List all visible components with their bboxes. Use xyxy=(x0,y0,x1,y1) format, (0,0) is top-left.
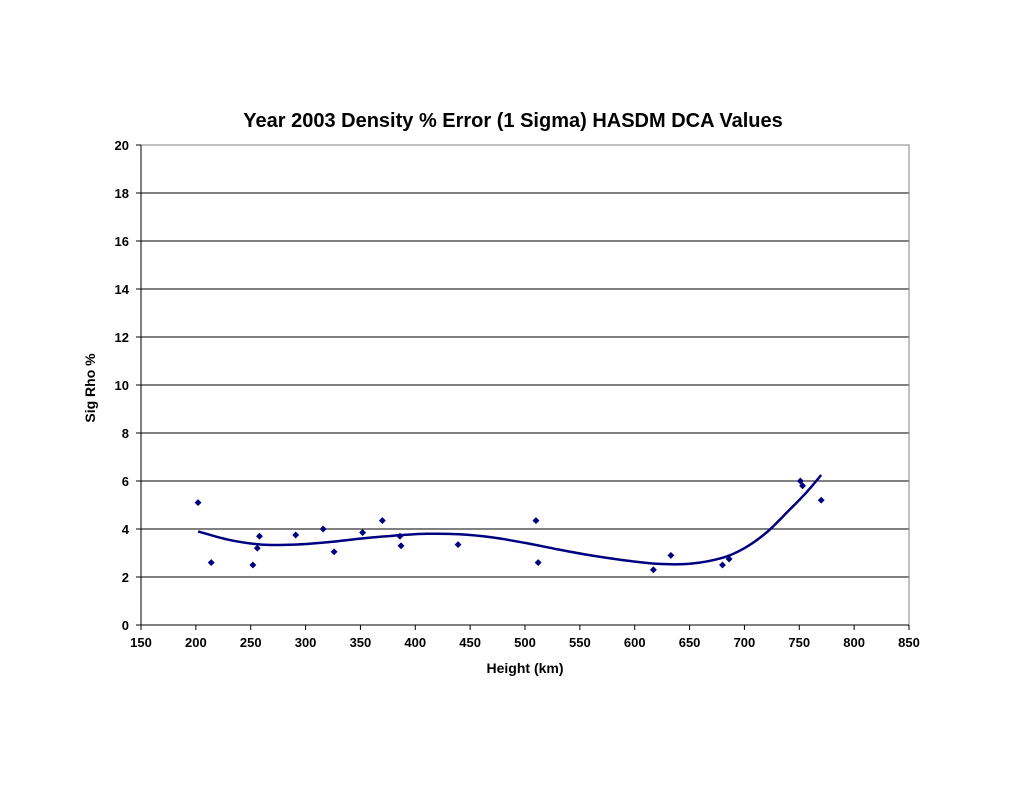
y-tick-label: 4 xyxy=(122,522,130,537)
data-point xyxy=(249,561,257,569)
x-tick-label: 800 xyxy=(843,635,865,650)
x-tick-label: 350 xyxy=(350,635,372,650)
x-tick-label: 650 xyxy=(679,635,701,650)
y-tick-label: 14 xyxy=(115,282,130,297)
x-tick-label: 600 xyxy=(624,635,646,650)
x-tick-labels: 150 200 250 300 350 400 450 500 550 600 650 700 750 8… xyxy=(130,625,920,650)
x-tick-label: 400 xyxy=(404,635,426,650)
y-tick-labels: 0 2 4 6 8 10 12 14 16 18 20 xyxy=(115,138,141,633)
data-point xyxy=(292,531,300,539)
y-tick-label: 20 xyxy=(115,138,129,153)
data-point xyxy=(207,559,215,567)
x-tick-label: 750 xyxy=(788,635,810,650)
data-point xyxy=(796,477,804,485)
x-tick-label: 150 xyxy=(130,635,152,650)
data-point xyxy=(359,529,367,537)
data-points xyxy=(194,477,825,574)
trendline xyxy=(197,474,823,566)
y-axis-label: Sig Rho % xyxy=(82,353,98,423)
data-point xyxy=(378,517,386,525)
y-tick-label: 6 xyxy=(122,474,129,489)
data-point xyxy=(718,561,727,569)
x-tick-label: 200 xyxy=(185,635,207,650)
data-point xyxy=(534,559,542,567)
chart-title: Year 2003 Density % Error (1 Sigma) HASD… xyxy=(243,110,782,132)
data-point xyxy=(253,544,261,552)
data-point xyxy=(397,542,405,550)
data-point xyxy=(194,499,202,507)
y-tick-label: 2 xyxy=(122,570,129,585)
data-point xyxy=(396,532,404,540)
x-tick-label: 850 xyxy=(898,635,920,650)
x-tick-label: 250 xyxy=(240,635,262,650)
data-point xyxy=(255,532,264,540)
data-point xyxy=(667,551,675,559)
y-tick-label: 0 xyxy=(122,618,129,633)
gridlines xyxy=(141,144,909,578)
data-point xyxy=(532,517,540,525)
x-tick-label: 300 xyxy=(295,635,317,650)
data-point xyxy=(319,525,327,533)
data-point xyxy=(725,555,733,563)
x-tick-label: 500 xyxy=(514,635,536,650)
y-tick-label: 10 xyxy=(115,378,129,393)
data-point xyxy=(330,548,338,556)
y-tick-label: 12 xyxy=(115,330,129,345)
x-tick-label: 450 xyxy=(459,635,481,650)
y-tick-label: 8 xyxy=(122,426,129,441)
data-point xyxy=(649,566,657,574)
x-tick-label: 550 xyxy=(569,635,591,650)
data-point xyxy=(817,496,825,504)
data-point xyxy=(799,482,807,490)
y-tick-label: 18 xyxy=(115,186,129,201)
x-axis-label: Height (km) xyxy=(487,660,564,676)
x-tick-label: 700 xyxy=(734,635,756,650)
data-point xyxy=(454,541,462,549)
y-tick-label: 16 xyxy=(115,234,129,249)
